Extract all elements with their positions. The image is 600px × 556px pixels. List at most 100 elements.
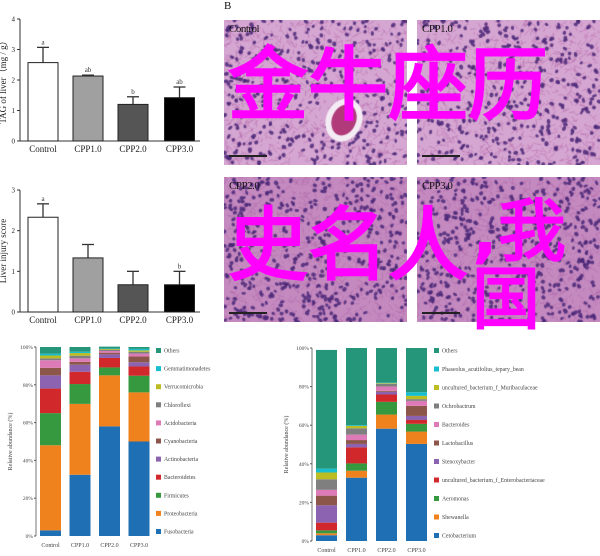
legend-swatch [156,420,161,426]
histology-label: Control [229,23,260,35]
histology-image-cpp3: CPP3.0 [417,177,600,322]
legend-swatch [156,510,161,516]
y-tick-label: 20% [299,500,310,506]
stacked-bar-segment [69,364,91,372]
stacked-bar-segment [316,530,337,534]
histology-label: CPP2.0 [229,180,260,192]
category-label: CPP3.0 [130,543,148,549]
stacked-bar-segment [128,362,150,367]
legend-swatch [434,496,439,501]
stacked-bar-segment [346,477,367,541]
legend-label: Bacteroides [442,423,470,429]
histology-micrograph [417,177,600,322]
legend-label: uncultured_bacterium_f_Enterobacteriacea… [442,477,545,484]
histology-micrograph [224,20,407,165]
legend-label: Shewanella [442,515,469,521]
legend-swatch [156,348,161,353]
stacked-bar-segment [346,434,367,441]
y-tick-label: 3 [12,187,16,195]
category-label: CPP2.0 [100,543,118,549]
stacked-bar-segment [406,415,427,420]
legend-label: Proteobacteria [164,511,198,517]
y-axis-label: Liver injury score [0,219,8,283]
stacked-bar-segment [128,347,150,349]
legend-label: uncultured_bacterium_f_Muribaculaceae [442,385,538,392]
stacked-bar-segment [99,367,120,376]
legend-label: Cyanobacteria [164,439,198,445]
stacked-bar-segment [40,347,61,354]
legend-label: Ochrobactrum [442,404,476,410]
stacked-bar-segment [40,388,61,414]
stacked-bar-segment [346,440,367,444]
legend-label: Stenoxybacter [442,460,475,466]
stacked-bar-segment [406,405,427,416]
bar [164,97,195,142]
stacked-bar-segment [406,423,427,432]
stacked-bar-segment [40,355,61,359]
histology-label: CPP1.0 [422,23,453,35]
histology-image-cpp1: CPP1.0 [417,20,600,165]
stacked-bar-segment [99,375,120,427]
legend-label: Firmicutes [164,493,190,499]
y-tick-label: 3 [12,46,16,54]
stacked-bar-segment [69,355,91,359]
stacked-bar-segment [69,347,91,352]
y-tick-label: 1 [12,268,16,276]
category-label: CPP2.0 [119,315,147,325]
stacked-bar-segment [376,401,397,415]
y-tick-label: 0 [12,138,16,146]
legend-label: Actinobacteria [164,457,199,463]
stacked-bar-segment [376,394,397,402]
y-axis-label: Relative abundance (%) [7,413,14,471]
legend-swatch [434,422,439,427]
legend-label: Others [442,349,458,355]
bar [117,284,149,313]
stacked-bar-segment [346,425,367,426]
stacked-bar-segment [99,357,120,368]
stacked-bar-segment [128,441,150,536]
histology-micrograph [224,177,407,322]
stacked-bar-segment [69,358,91,362]
legend-swatch [434,366,439,372]
significance-label: ab [85,66,92,74]
category-label: Control [29,315,57,325]
stacked-bar-segment [99,346,120,349]
legend-swatch [434,533,439,538]
bar [117,103,149,142]
stacked-bar-segment [316,489,337,496]
legend-swatch [156,456,161,462]
stacked-bar-segment [99,350,120,353]
legend-label: Fusobacteria [164,530,194,536]
stacked-bar-segment [316,472,337,480]
scale-bar [229,155,267,157]
legend-swatch [434,385,439,390]
histology-image-cpp2: CPP2.0 [224,177,407,322]
y-axis-label: Relative abundance (%) [283,416,290,474]
legend-label: Cetobacterium [442,534,477,540]
category-label: CPP2.0 [119,144,147,154]
category-label: Control [29,144,57,154]
stacked-bar-segment [128,392,150,442]
bar [27,216,59,313]
stacked-bar-segment [69,403,91,475]
legend-label: Chloroflexi [164,402,191,409]
y-tick-label: 20% [23,496,34,502]
significance-label: a [41,195,45,203]
bar [72,257,104,313]
stacked-bar-segment [40,530,61,536]
y-tick-label: 4 [12,16,16,24]
legend-swatch [434,477,439,483]
bar [27,62,59,142]
stacked-bar-segment [128,348,150,351]
stacked-bar-segment [69,371,91,385]
stacked-bar-segment [406,395,427,400]
stacked-bar-segment [406,348,427,393]
stacked-bar-segment [99,426,120,536]
category-label: CPP3.0 [166,144,194,154]
stacked-bar-segment [406,392,427,396]
y-tick-label: 0 [12,309,16,317]
legend-label: Acidobacteria [164,421,197,427]
significance-label: b [131,88,135,96]
legend-label: Gemmatimonadetes [164,367,211,373]
overlay-text-line1: 金牛座历史名人 [228,39,548,292]
